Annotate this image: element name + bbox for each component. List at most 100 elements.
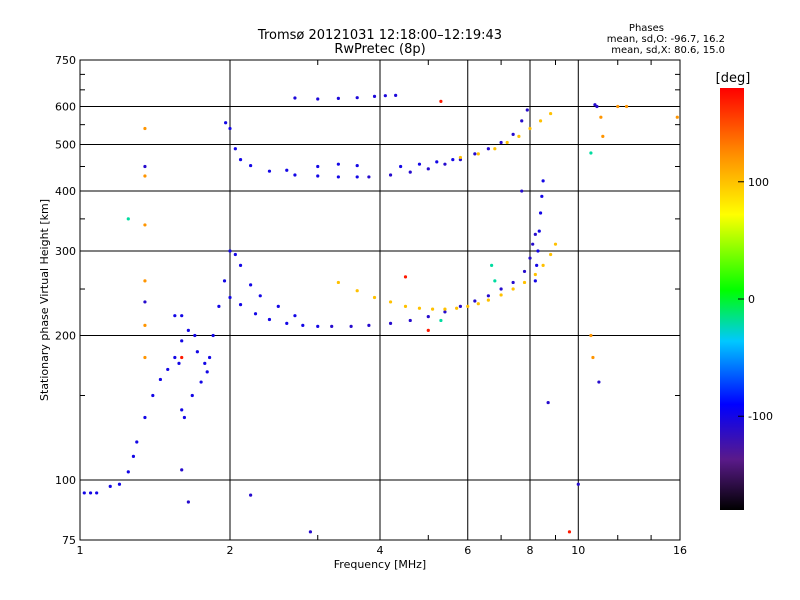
data-point [458, 304, 463, 309]
data-point [443, 162, 447, 166]
data-point [336, 162, 340, 166]
data-point [372, 94, 377, 98]
data-point [499, 287, 503, 291]
colorbar-tick-label: -100 [748, 410, 773, 423]
data-point [182, 415, 186, 420]
data-point [195, 350, 199, 354]
data-point [473, 152, 477, 156]
data-point [511, 287, 515, 291]
data-point [249, 163, 253, 168]
data-point [486, 294, 490, 298]
data-point [430, 307, 435, 311]
data-point [308, 530, 313, 534]
data-point [217, 304, 221, 309]
data-point [267, 317, 272, 322]
data-point [505, 140, 509, 145]
data-point [486, 147, 490, 151]
data-point [117, 482, 122, 486]
data-point [166, 367, 170, 372]
data-point [528, 256, 532, 260]
data-point [517, 134, 521, 138]
data-point [466, 304, 470, 309]
data-point [476, 152, 480, 156]
data-point [238, 158, 243, 162]
data-point [108, 484, 112, 488]
data-point [224, 121, 228, 125]
data-point [249, 493, 253, 497]
data-point [476, 302, 480, 306]
data-point [228, 249, 232, 253]
data-point [301, 323, 305, 327]
data-point [285, 168, 289, 172]
data-point [253, 312, 258, 316]
data-point [601, 134, 605, 138]
data-point [355, 96, 359, 100]
x-tick-label: 16 [673, 544, 687, 557]
data-point [567, 530, 572, 534]
phases-x-mode: mean, sd,X: 80.6, 15.0 [611, 45, 725, 56]
data-point [143, 126, 147, 131]
data-point [233, 252, 237, 257]
data-point [173, 355, 177, 360]
y-tick-label: 400 [55, 185, 76, 198]
data-point [439, 99, 443, 103]
data-point [180, 468, 184, 472]
data-point [88, 491, 93, 495]
data-point [355, 289, 359, 293]
x-tick-label: 2 [227, 544, 234, 557]
phases-o-mode: mean, sd,O: -96.7, 16.2 [606, 34, 725, 45]
data-point [316, 164, 320, 169]
data-point [177, 361, 181, 365]
data-point [199, 380, 203, 384]
data-point [222, 279, 227, 283]
data-point [520, 189, 524, 193]
data-point [349, 324, 353, 328]
data-point [180, 339, 184, 343]
data-point [490, 263, 494, 267]
data-point [355, 163, 359, 168]
data-point [458, 158, 463, 162]
data-point [143, 174, 147, 178]
data-point [493, 147, 497, 151]
data-point [285, 321, 289, 325]
y-tick-label: 600 [55, 101, 76, 114]
data-point [367, 323, 371, 327]
data-point [267, 169, 272, 173]
data-point [293, 314, 297, 318]
data-point [546, 400, 550, 405]
data-point [207, 355, 212, 360]
data-point [126, 217, 130, 221]
data-point [616, 104, 620, 109]
data-point [499, 293, 503, 297]
data-point [439, 318, 443, 323]
data-point [372, 295, 377, 300]
data-point [443, 310, 447, 314]
y-tick-label: 750 [55, 54, 76, 67]
data-points [82, 93, 679, 534]
data-point [173, 314, 177, 318]
data-point [238, 263, 243, 267]
colorbar-tick-label: 0 [748, 293, 755, 306]
y-tick-label: 500 [55, 139, 76, 152]
x-tick-label: 6 [464, 544, 471, 557]
data-point [399, 164, 403, 169]
data-point [458, 155, 463, 160]
data-point [394, 93, 398, 97]
data-point [549, 252, 553, 257]
data-point [186, 328, 190, 332]
data-point [533, 279, 537, 283]
y-tick-label: 75 [62, 534, 76, 547]
data-point [535, 263, 539, 267]
data-point [533, 232, 537, 236]
data-point [493, 279, 497, 283]
data-point [143, 323, 147, 327]
data-point [135, 440, 139, 444]
data-point [443, 307, 447, 311]
x-tick-label: 4 [377, 544, 384, 557]
data-point [143, 164, 147, 169]
data-point [675, 115, 679, 119]
data-point [205, 370, 209, 374]
data-point [486, 298, 490, 302]
data-point [525, 108, 529, 112]
data-point [316, 324, 320, 328]
